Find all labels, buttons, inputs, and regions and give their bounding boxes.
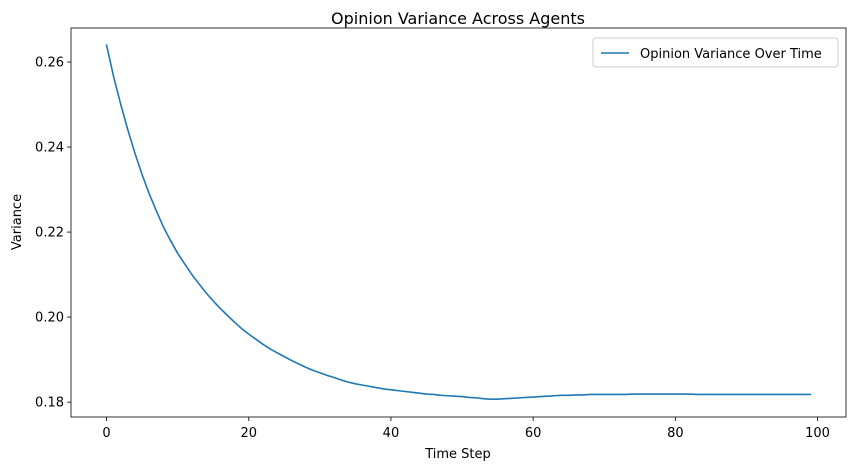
- x-tick-label: 0: [102, 426, 110, 441]
- x-axis-ticks: 0 20 40 60 80 100: [102, 417, 830, 441]
- y-axis-ticks: 0.18 0.20 0.22 0.24 0.26: [35, 56, 71, 411]
- y-tick-label: 0.20: [35, 311, 64, 326]
- y-tick-label: 0.22: [35, 226, 64, 241]
- y-axis-label: Variance: [10, 194, 25, 250]
- x-tick-label: 60: [525, 426, 542, 441]
- chart-title: Opinion Variance Across Agents: [331, 9, 585, 28]
- y-tick-label: 0.26: [35, 56, 64, 71]
- x-tick-label: 100: [805, 426, 830, 441]
- plot-frame: [70, 27, 847, 418]
- series-line-opinion-variance: [105, 44, 812, 400]
- legend-label: Opinion Variance Over Time: [640, 47, 822, 62]
- plot-area: [71, 28, 846, 417]
- legend: Opinion Variance Over Time: [592, 37, 839, 68]
- x-tick-label: 20: [240, 426, 257, 441]
- x-tick-label: 80: [667, 426, 684, 441]
- y-tick-label: 0.18: [35, 396, 64, 411]
- y-tick-label: 0.24: [35, 141, 64, 156]
- x-tick-label: 40: [383, 426, 400, 441]
- x-axis-label: Time Step: [424, 447, 491, 462]
- legend-box: [592, 37, 839, 68]
